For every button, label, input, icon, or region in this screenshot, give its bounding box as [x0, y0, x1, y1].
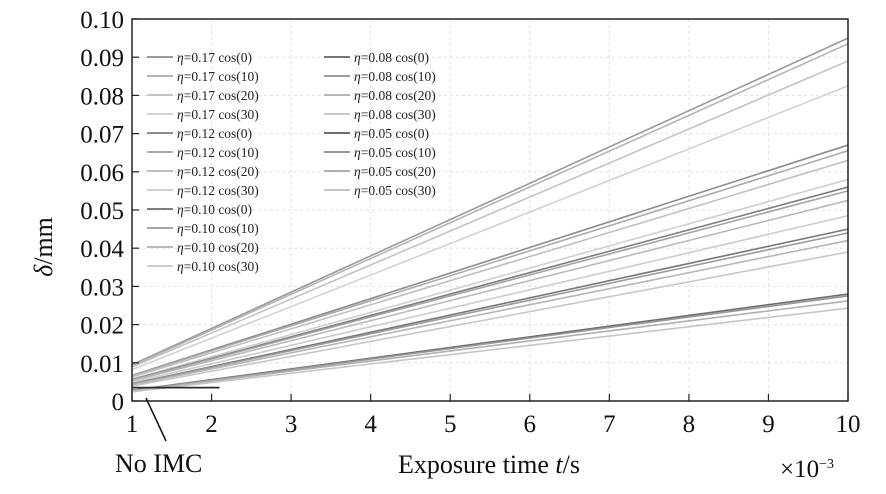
legend-entry: η=0.17 cos(0): [177, 50, 252, 65]
legend-entry: η=0.05 cos(30): [354, 183, 436, 198]
series-line: [131, 232, 849, 385]
legend-entry: η=0.08 cos(0): [354, 50, 429, 65]
y-tick-label: 0.02: [80, 313, 124, 340]
x-tick-label: 4: [364, 411, 377, 438]
legend: η=0.17 cos(0) η=0.17 cos(10) η=0.17 cos(20…: [147, 50, 436, 274]
series-layer: [131, 37, 849, 393]
legend-entry: η=0.10 cos(30): [177, 259, 259, 274]
legend-entry: η=0.08 cos(20): [354, 88, 436, 103]
legend-entry: η=0.17 cos(20): [177, 88, 259, 103]
legend-entry: η=0.10 cos(10): [177, 221, 259, 236]
x-tick-label: 7: [603, 411, 616, 438]
legend-entry: η=0.08 cos(30): [354, 107, 436, 122]
x-tick-label: 10: [836, 411, 861, 438]
y-tick-label: 0.01: [80, 351, 124, 378]
x-axis-multiplier: ×10−3: [780, 456, 834, 483]
y-tick-label: 0.06: [80, 160, 124, 187]
y-tick-label: 0.08: [80, 83, 124, 110]
x-axis-multiplier-exp: −3: [819, 457, 834, 472]
y-tick-label: 0.04: [80, 236, 124, 263]
series-line: [131, 85, 849, 371]
y-axis-label-unit: /mm: [29, 217, 58, 265]
x-tick-label: 8: [683, 411, 696, 438]
no-imc-pointer: [145, 397, 167, 442]
series-line: [131, 251, 849, 387]
series-line: [131, 43, 849, 367]
legend-entry: η=0.10 cos(20): [177, 240, 259, 255]
legend-entry: η=0.05 cos(0): [354, 126, 429, 141]
series-line: [131, 144, 849, 377]
legend-entry: η=0.05 cos(20): [354, 164, 436, 179]
x-tick-label: 6: [524, 411, 537, 438]
series-line: [131, 178, 849, 380]
series-line: [131, 300, 849, 392]
legend-entry: η=0.08 cos(10): [354, 69, 436, 84]
y-tick-label: 0.07: [80, 122, 124, 149]
legend-entry: η=0.17 cos(10): [177, 69, 259, 84]
legend-entry: η=0.12 cos(20): [177, 164, 259, 179]
series-line: [131, 37, 849, 366]
x-axis-label-unit: /s: [563, 450, 580, 479]
series-line: [131, 159, 849, 378]
legend-entry: η=0.12 cos(10): [177, 145, 259, 160]
y-tick-label: 0.10: [80, 7, 124, 34]
legend-entry: η=0.05 cos(10): [354, 145, 436, 160]
x-axis-label-main: Exposure time: [398, 450, 555, 479]
series-line: [131, 190, 849, 381]
x-tick-label: 5: [444, 411, 457, 438]
y-tick-label: 0.09: [80, 45, 124, 72]
x-axis-multiplier-base: ×10: [780, 456, 819, 483]
y-axis-label: δ/mm: [29, 217, 58, 277]
y-tick-label: 0: [112, 389, 125, 416]
series-line: [131, 239, 849, 386]
series-line: [131, 295, 849, 392]
x-axis-label: Exposure time t/s: [398, 450, 580, 479]
ticks: 1 2 3 4 5 6 7 8 9 10 0 0.01 0.02 0.03 0.04 0.05 0.06 0.07…: [80, 7, 860, 438]
y-axis-label-var: δ: [29, 264, 58, 277]
legend-entry: η=0.17 cos(30): [177, 107, 259, 122]
x-axis-label-var: t: [555, 450, 563, 479]
y-tick-label: 0.03: [80, 274, 124, 301]
series-line: [131, 150, 849, 377]
series-line: [131, 307, 849, 393]
legend-entry: η=0.12 cos(0): [177, 126, 252, 141]
x-tick-label: 3: [285, 411, 298, 438]
series-line: [131, 214, 849, 384]
series-line: [131, 199, 849, 382]
series-line: [131, 228, 849, 385]
legend-entry: η=0.12 cos(30): [177, 183, 259, 198]
no-imc-annotation: No IMC: [115, 449, 202, 478]
legend-entry: η=0.10 cos(0): [177, 202, 252, 217]
y-tick-label: 0.05: [80, 198, 124, 225]
x-tick-label: 9: [762, 411, 775, 438]
x-tick-label: 1: [126, 411, 139, 438]
series-line: [131, 60, 849, 368]
x-tick-label: 2: [205, 411, 218, 438]
series-line: [131, 186, 849, 381]
